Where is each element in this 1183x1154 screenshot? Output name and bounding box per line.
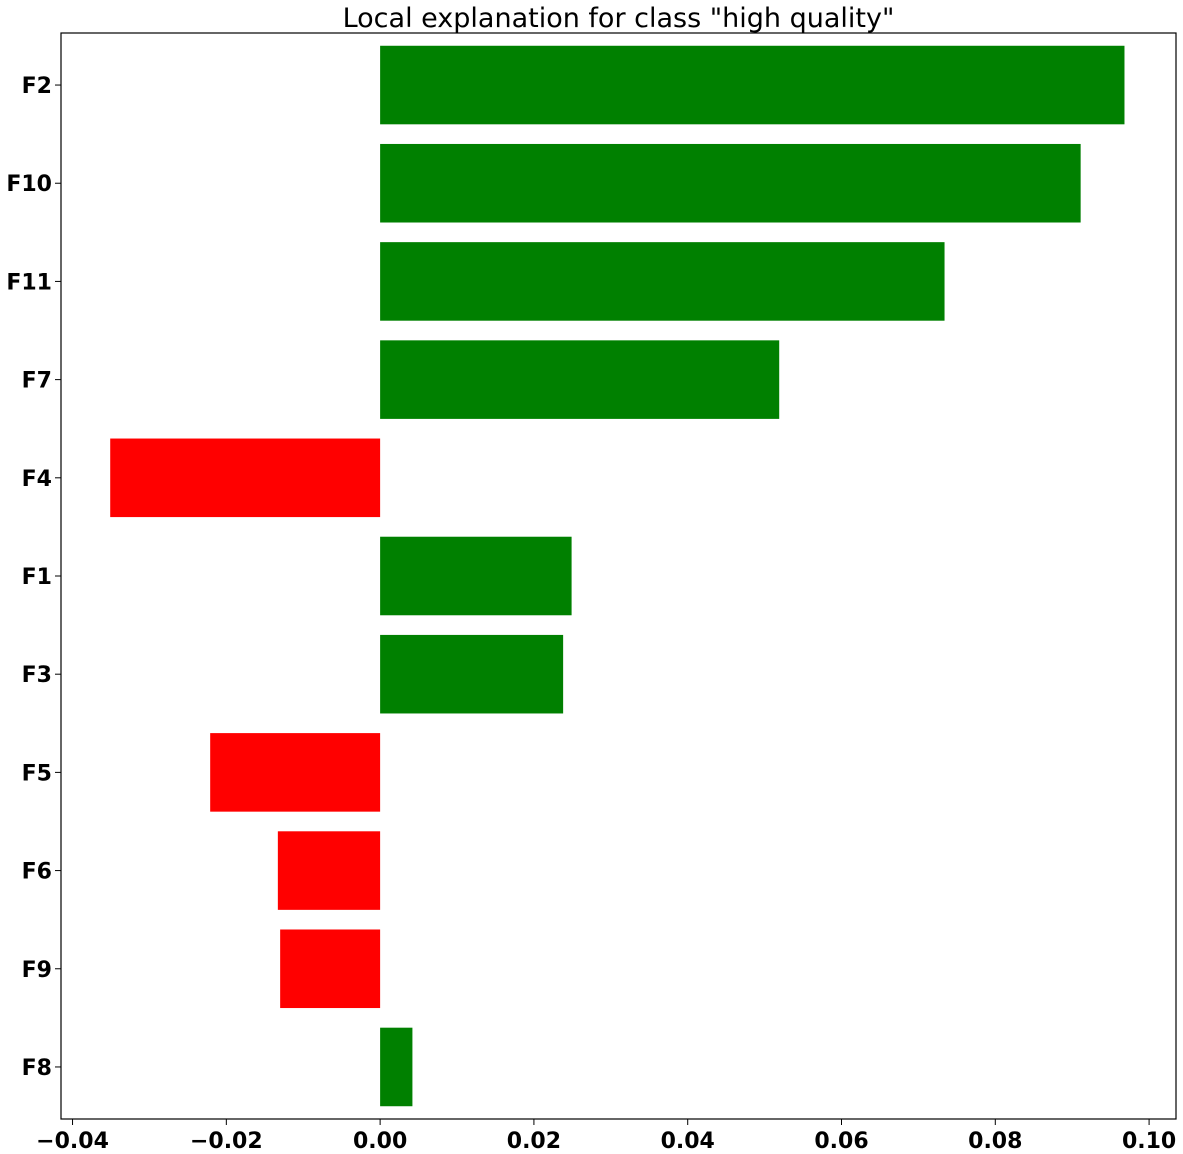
y-tick-label: F3 (22, 663, 52, 688)
bar-f10 (380, 143, 1081, 223)
x-tick-label: 0.02 (507, 1129, 561, 1154)
plot-frame (60, 32, 1177, 1120)
bar-f9 (280, 929, 381, 1009)
y-tick-label: F4 (22, 467, 52, 492)
y-tick-label: F7 (22, 369, 52, 394)
y-tick-label: F5 (22, 761, 52, 786)
x-tick-label: 0.08 (968, 1129, 1022, 1154)
y-tick-label: F6 (22, 860, 52, 885)
y-axis-ticks: F2 F10 F11 F7 F4 F1 F3 F5 F6 F9 F8 (6, 74, 61, 1081)
x-tick-label: 0.04 (661, 1129, 715, 1154)
x-tick-label: −0.04 (36, 1129, 109, 1154)
x-tick-label: 0.06 (814, 1129, 868, 1154)
bars-group (110, 45, 1125, 1107)
bar-f4 (110, 438, 381, 518)
bar-f11 (380, 242, 945, 321)
x-tick-label: 0.10 (1122, 1129, 1176, 1154)
x-axis-ticks: −0.04 −0.02 0.00 0.02 0.04 0.06 0.08 0.10 (36, 1119, 1176, 1154)
x-tick-label: −0.02 (190, 1129, 263, 1154)
bar-f2 (380, 45, 1125, 125)
y-tick-label: F10 (6, 172, 52, 197)
y-tick-label: F2 (22, 74, 52, 99)
y-tick-label: F9 (22, 958, 52, 983)
bar-f3 (380, 634, 564, 714)
y-tick-label: F1 (22, 565, 52, 590)
bar-f6 (277, 831, 381, 910)
bar-f7 (380, 340, 780, 419)
y-tick-label: F11 (6, 270, 52, 295)
bar-f1 (380, 536, 572, 616)
bar-f8 (380, 1027, 413, 1107)
y-tick-label: F8 (22, 1056, 52, 1081)
chart-title: Local explanation for class "high qualit… (343, 3, 895, 34)
x-tick-label: 0.00 (353, 1129, 407, 1154)
bar-f5 (210, 733, 381, 812)
